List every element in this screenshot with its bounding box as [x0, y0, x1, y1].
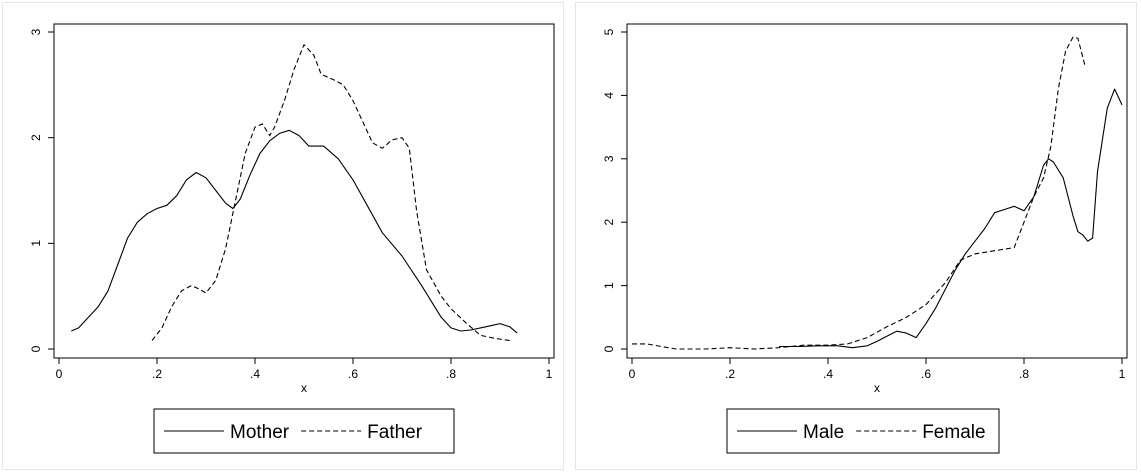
y-tick-label: 4 — [602, 92, 616, 99]
x-tick-label: 1 — [1119, 367, 1126, 381]
y-tick-label: 1 — [29, 240, 43, 247]
y-tick-label: 0 — [29, 345, 43, 352]
series-line-male — [779, 88, 1123, 349]
y-tick-label: 3 — [29, 28, 43, 35]
y-tick-label: 2 — [29, 134, 43, 141]
legend-label-mother: Mother — [230, 422, 290, 443]
y-tick-label: 5 — [602, 28, 616, 35]
x-tick-label: .6 — [348, 367, 358, 381]
x-tick-label: .8 — [1019, 367, 1029, 381]
legend-label-male: Male — [803, 422, 844, 443]
x-tick-label: .4 — [250, 367, 260, 381]
x-tick-label: .2 — [152, 367, 162, 381]
left-chart: 0 .2 .4 .6 .8 1 x 0 1 2 3 Mother Father — [29, 23, 555, 454]
x-axis-title: x — [301, 381, 307, 395]
x-tick-label: 1 — [546, 367, 553, 381]
x-tick-label: .2 — [725, 367, 735, 381]
y-tick-label: 0 — [602, 345, 616, 352]
plot-area — [53, 23, 555, 359]
right-chart: 0 .2 .4 .6 .8 1 x 0 1 2 3 4 5 Male Female — [602, 23, 1128, 454]
y-tick-label: 1 — [602, 282, 616, 289]
x-tick-label: 0 — [629, 367, 636, 381]
y-tick-label: 2 — [602, 219, 616, 226]
right-chart-panel: 0 .2 .4 .6 .8 1 x 0 1 2 3 4 5 Male Female — [575, 2, 1137, 470]
x-axis-title: x — [874, 381, 880, 395]
x-tick-label: .8 — [446, 367, 456, 381]
left-chart-panel: 0 .2 .4 .6 .8 1 x 0 1 2 3 Mother Father — [2, 2, 564, 470]
y-tick-label: 3 — [602, 155, 616, 162]
x-tick-label: .6 — [921, 367, 931, 381]
legend-label-father: Father — [367, 422, 423, 443]
legend-label-female: Female — [922, 422, 985, 443]
series-line-female — [632, 36, 1086, 350]
series-line-mother — [71, 129, 518, 334]
series-line-father — [151, 44, 510, 342]
plot-area — [626, 23, 1128, 359]
x-tick-label: .4 — [823, 367, 833, 381]
x-tick-label: 0 — [56, 367, 63, 381]
